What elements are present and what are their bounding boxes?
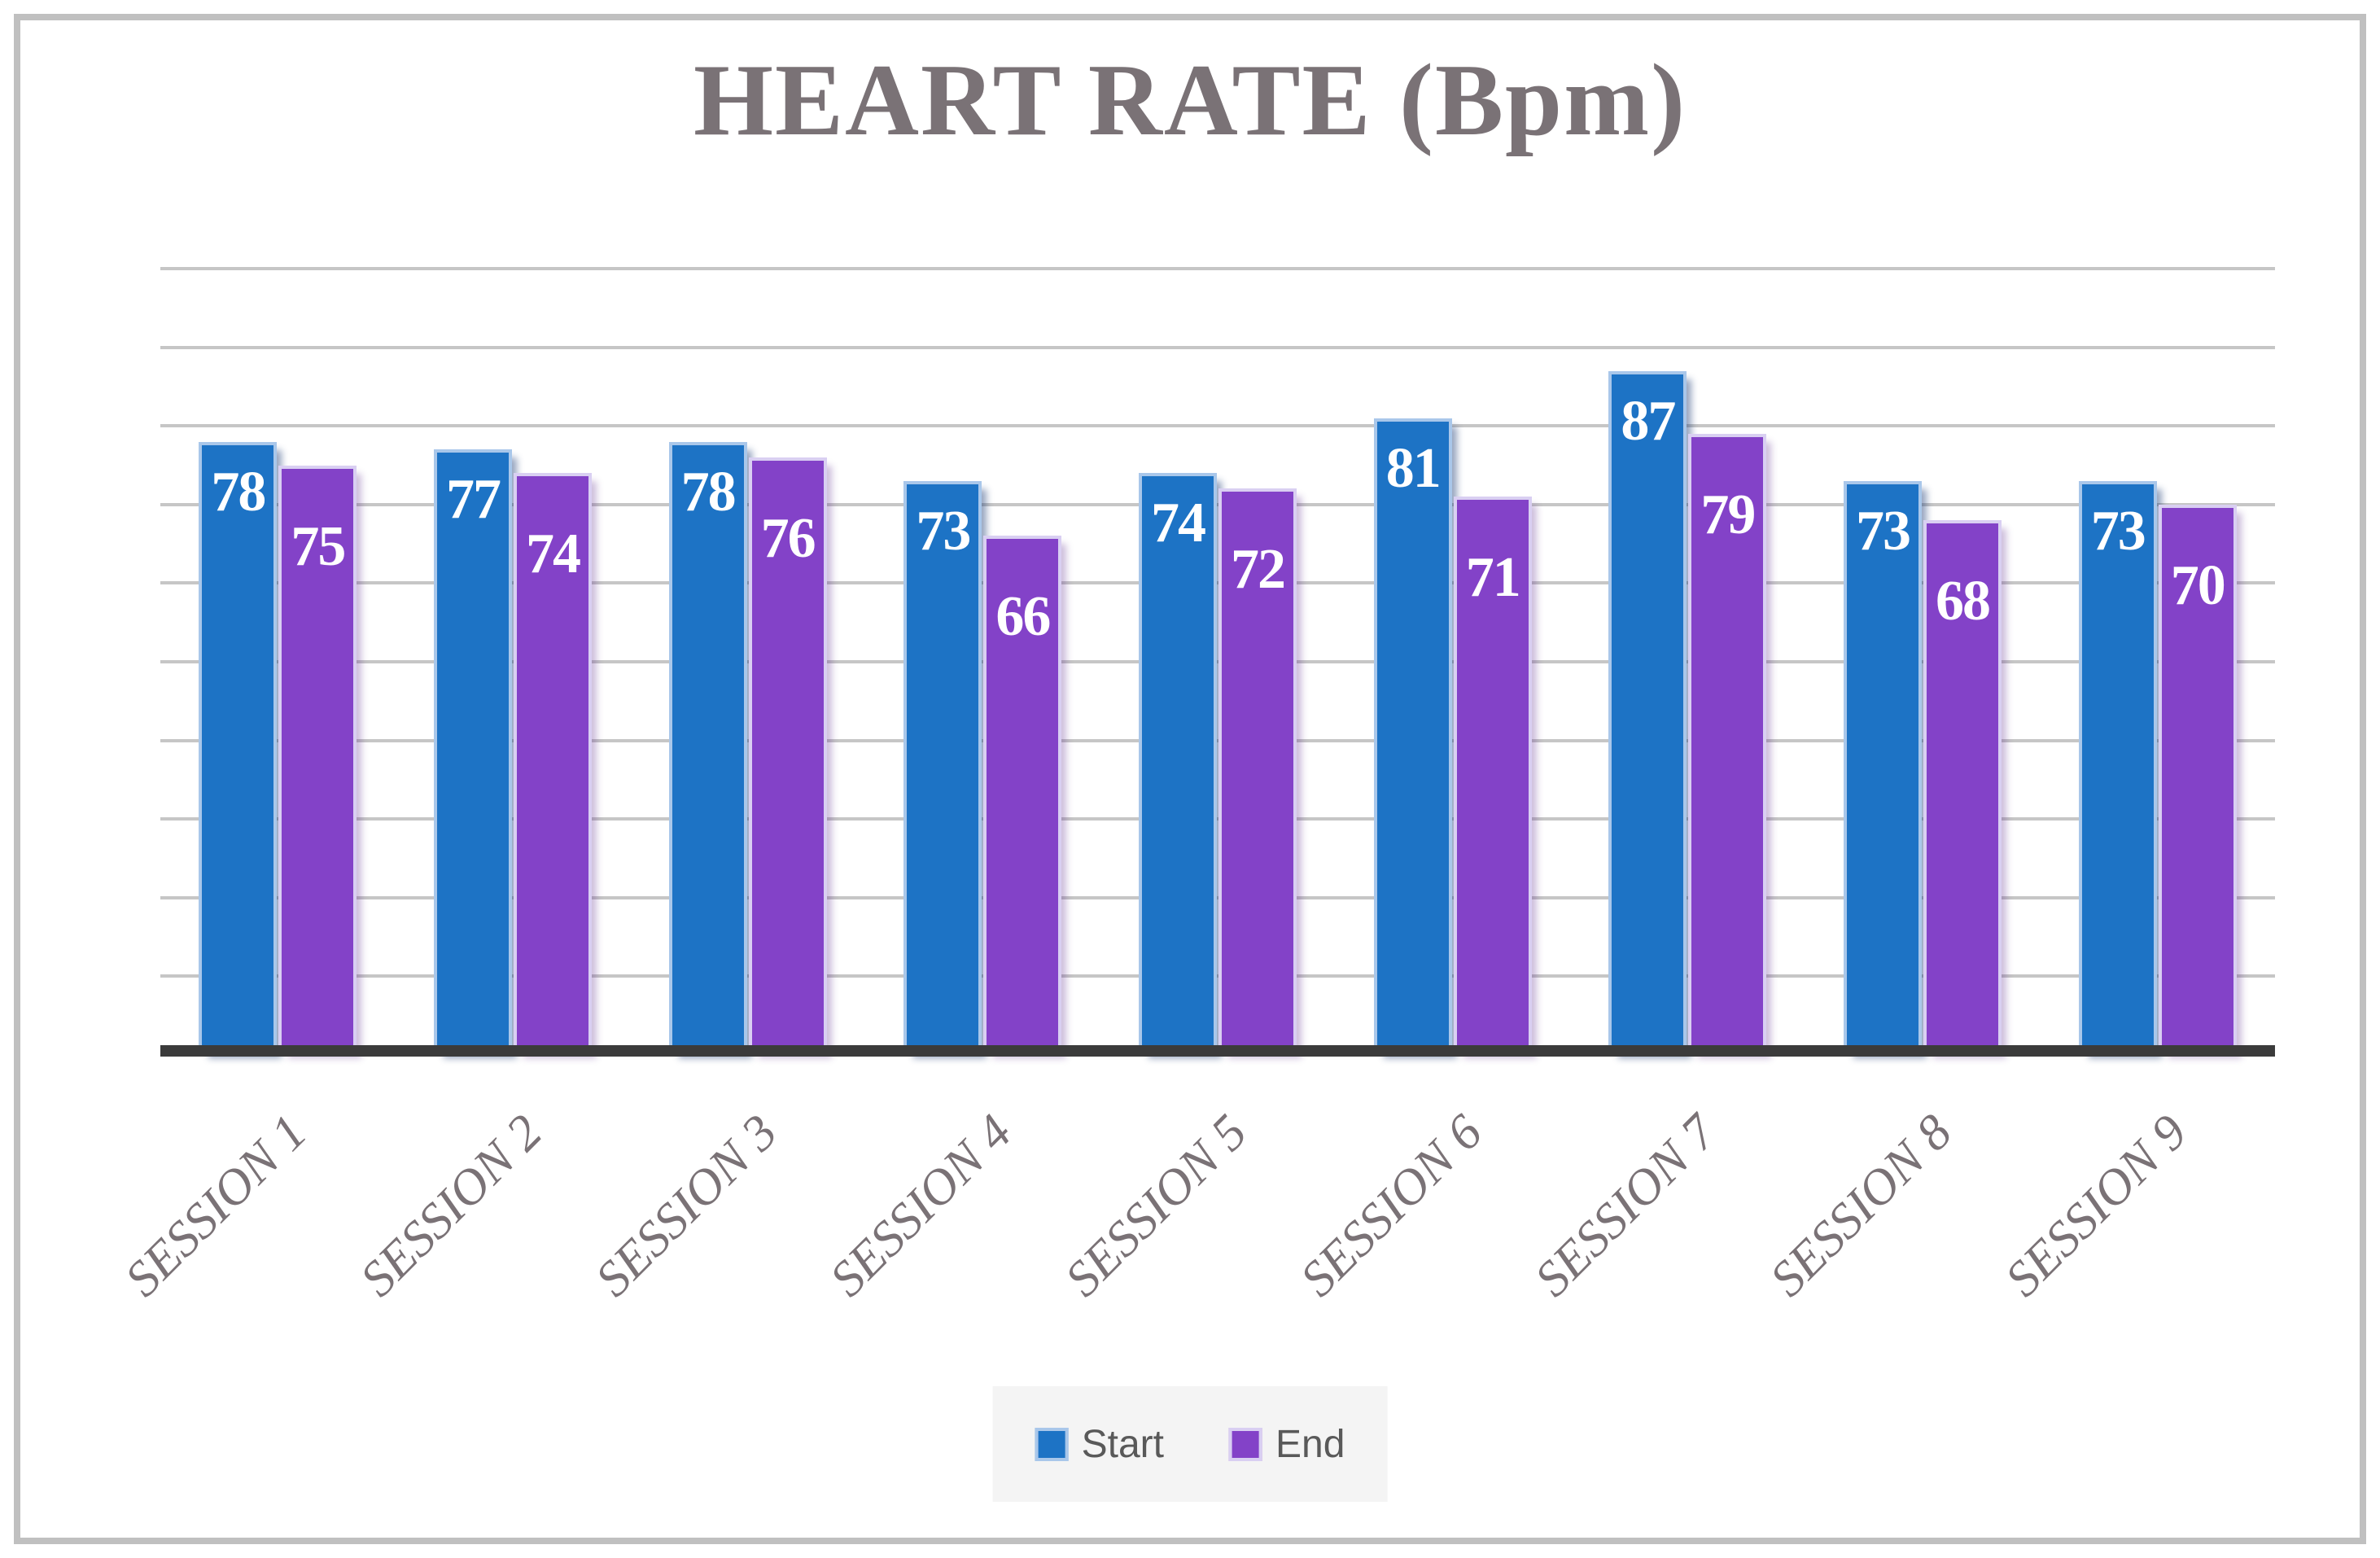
gridline-10 bbox=[160, 974, 2275, 978]
bar-group-2: 77 74 bbox=[396, 269, 631, 1055]
legend-item-start: Start bbox=[1035, 1422, 1164, 1467]
bar-start-session-5: 74 bbox=[1139, 473, 1218, 1055]
legend: Start End bbox=[992, 1386, 1388, 1502]
bar-group-7: 87 79 bbox=[1570, 269, 1805, 1055]
legend-marker-end bbox=[1228, 1427, 1262, 1461]
gridline-50 bbox=[160, 660, 2275, 663]
bar-end-session-1: 75 bbox=[278, 465, 357, 1055]
bar-groups: 78 75 77 74 78 76 73 66 74 72 81 71 87 79 73 68 73 70 bbox=[160, 269, 2275, 1055]
legend-marker-start bbox=[1035, 1427, 1069, 1461]
bar-end-session-3: 76 bbox=[748, 457, 827, 1055]
bar-end-session-2: 74 bbox=[514, 473, 592, 1055]
bar-end-session-8: 68 bbox=[1923, 520, 2002, 1055]
bar-start-session-2: 77 bbox=[434, 449, 512, 1055]
bar-end-session-5: 72 bbox=[1218, 488, 1297, 1055]
legend-item-end: End bbox=[1228, 1422, 1345, 1467]
gridline-40 bbox=[160, 738, 2275, 742]
gridline-80 bbox=[160, 424, 2275, 428]
x-axis-label-text: SESSION 7 bbox=[1525, 1104, 1728, 1307]
bar-group-5: 74 72 bbox=[1100, 269, 1336, 1055]
value-label: 75 bbox=[291, 514, 346, 578]
x-axis-label-text: SESSION 9 bbox=[1994, 1104, 2198, 1307]
gridline-60 bbox=[160, 581, 2275, 585]
gridline-20 bbox=[160, 895, 2275, 899]
x-axis-label-text: SESSION 1 bbox=[115, 1104, 318, 1307]
gridline-70 bbox=[160, 502, 2275, 506]
x-axis-label-text: SESSION 6 bbox=[1289, 1104, 1493, 1307]
bar-start-session-9: 73 bbox=[2078, 480, 2157, 1055]
x-axis-labels: SESSION 1 SESSION 2 SESSION 3 SESSION 4 SESS… bbox=[115, 1045, 2275, 1387]
value-label: 71 bbox=[1465, 546, 1521, 610]
value-label: 79 bbox=[1700, 483, 1756, 546]
bar-end-session-6: 71 bbox=[1453, 497, 1532, 1055]
value-label: 72 bbox=[1231, 538, 1286, 602]
gridline-90 bbox=[160, 345, 2275, 349]
legend-label-end: End bbox=[1275, 1422, 1345, 1466]
value-label: 73 bbox=[1856, 499, 1911, 562]
x-axis-label-text: SESSION 4 bbox=[820, 1104, 1023, 1307]
bar-group-4: 73 66 bbox=[865, 269, 1100, 1055]
bar-group-9: 73 70 bbox=[2040, 269, 2275, 1055]
value-label: 70 bbox=[2170, 554, 2226, 617]
x-axis-label-text: SESSION 2 bbox=[349, 1104, 553, 1307]
x-axis-label-text: SESSION 5 bbox=[1054, 1104, 1258, 1307]
chart-title: HEART RATE (Bpm) bbox=[693, 44, 1687, 157]
value-label: 74 bbox=[526, 523, 581, 586]
bar-start-session-8: 73 bbox=[1844, 480, 1923, 1055]
gridline-100 bbox=[160, 267, 2275, 270]
bar-start-session-1: 78 bbox=[199, 441, 278, 1055]
legend-label-start: Start bbox=[1081, 1422, 1164, 1466]
bar-start-session-4: 73 bbox=[903, 480, 982, 1055]
bar-end-session-7: 79 bbox=[1688, 433, 1767, 1055]
value-label: 78 bbox=[211, 460, 266, 523]
x-axis-label-text: SESSION 8 bbox=[1759, 1104, 1962, 1307]
bar-group-8: 73 68 bbox=[1805, 269, 2041, 1055]
value-label: 78 bbox=[680, 460, 737, 523]
x-axis-label-text: SESSION 3 bbox=[584, 1104, 788, 1307]
bar-group-6: 81 71 bbox=[1335, 269, 1570, 1055]
value-label: 81 bbox=[1385, 436, 1442, 500]
value-label: 77 bbox=[446, 468, 501, 532]
value-label: 87 bbox=[1621, 389, 1676, 453]
value-label: 66 bbox=[995, 585, 1051, 649]
bar-group-3: 78 76 bbox=[630, 269, 865, 1055]
bar-group-1: 78 75 bbox=[160, 269, 396, 1055]
bar-start-session-7: 87 bbox=[1608, 370, 1687, 1055]
value-label: 68 bbox=[1936, 570, 1991, 633]
bar-start-session-6: 81 bbox=[1373, 418, 1452, 1055]
value-label: 76 bbox=[760, 506, 816, 570]
gridline-30 bbox=[160, 817, 2275, 821]
value-label: 73 bbox=[2090, 499, 2146, 562]
bar-end-session-9: 70 bbox=[2158, 504, 2237, 1055]
value-label: 74 bbox=[1151, 492, 1206, 555]
x-axis-line bbox=[160, 1045, 2275, 1057]
plot-area: 78 75 77 74 78 76 73 66 74 72 81 71 87 79 73 68 73 70 bbox=[160, 267, 2275, 1055]
bar-start-session-3: 78 bbox=[668, 441, 747, 1055]
bar-end-session-4: 66 bbox=[983, 536, 1062, 1055]
value-label: 73 bbox=[916, 499, 971, 562]
